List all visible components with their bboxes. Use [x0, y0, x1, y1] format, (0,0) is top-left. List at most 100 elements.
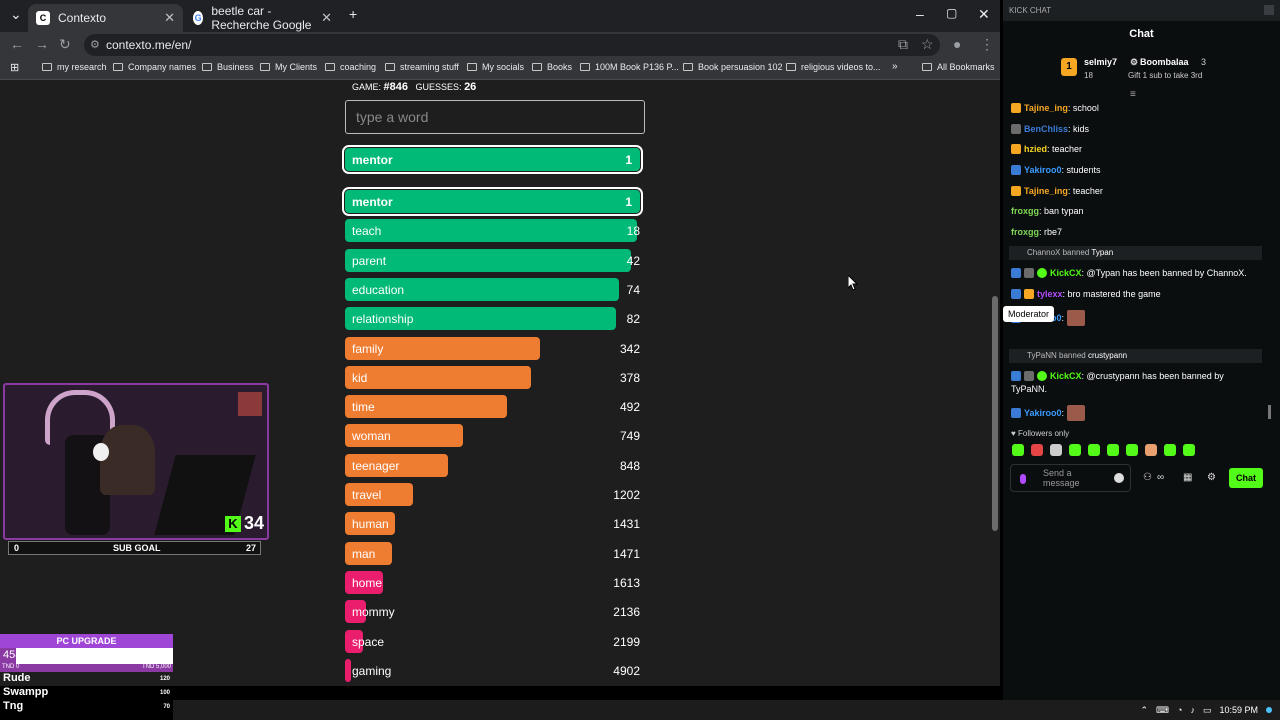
notification-icon[interactable]: [1266, 707, 1272, 713]
chat-username[interactable]: Yakiroo0: [1024, 408, 1062, 418]
bookmark-folder[interactable]: Business: [202, 62, 254, 72]
similarity-bar: [345, 629, 363, 653]
green-badge-icon: [1037, 371, 1047, 381]
emote-icon[interactable]: [1183, 444, 1195, 456]
emote-icon[interactable]: [1145, 444, 1157, 456]
guess-row: time 492: [345, 395, 640, 419]
apps-icon[interactable]: ⊞: [10, 62, 20, 74]
chat-username[interactable]: BenChliss: [1024, 124, 1069, 134]
address-bar[interactable]: ⚙ contexto.me/en/: [84, 34, 940, 56]
chat-username[interactable]: Yakiroo0: [1024, 165, 1062, 175]
bookmark-folder[interactable]: 100M Book P136 P...: [580, 62, 679, 72]
maximize-icon[interactable]: ▢: [946, 6, 958, 20]
chat-username[interactable]: froxgg: [1011, 206, 1039, 216]
collapse-icon[interactable]: ≡: [1130, 89, 1136, 100]
chat-username[interactable]: tylexx: [1037, 289, 1063, 299]
chat-leaderboard: 1 selmiy7 18 ⚙ Boombalaa 3 Gift 1 sub to…: [1058, 55, 1238, 83]
tab-contexto[interactable]: C Contexto ✕: [28, 4, 183, 32]
chat-username[interactable]: Tajine_ing: [1024, 186, 1068, 196]
emote-image: [1067, 405, 1086, 421]
volume-icon[interactable]: ♪: [1190, 705, 1195, 715]
bookmark-star-icon[interactable]: ☆: [921, 36, 934, 52]
chat-message: Tajine_ing: teacher: [1011, 186, 1103, 196]
chat-window-close-icon[interactable]: [1264, 5, 1274, 15]
bookmark-folder[interactable]: streaming stuff: [385, 62, 459, 72]
folder-icon: [786, 63, 796, 71]
folder-icon: [580, 63, 590, 71]
emote-icon[interactable]: [1107, 444, 1119, 456]
reload-icon[interactable]: ↻: [59, 36, 71, 52]
forward-icon[interactable]: →: [35, 36, 49, 52]
bookmark-folder[interactable]: my research: [42, 62, 107, 72]
chat-username[interactable]: hzied: [1024, 144, 1048, 154]
minimize-icon[interactable]: –: [916, 6, 924, 22]
top-gifter-name[interactable]: selmiy7: [1084, 57, 1118, 67]
ban-notice: ChannoX banned Typan: [1009, 246, 1262, 260]
scrollbar-thumb[interactable]: [992, 296, 998, 531]
second-gifter-name[interactable]: Boombalaa: [1140, 57, 1189, 67]
similarity-bar: [345, 483, 413, 506]
pc-upgrade-goal: PC UPGRADE 458 TND 0 TND 5,000 Rude 120 S…: [0, 634, 173, 720]
guess-word: mommy: [352, 605, 395, 620]
send-chat-button[interactable]: Chat: [1229, 468, 1263, 488]
chat-username[interactable]: Tajine_ing: [1024, 103, 1068, 113]
all-bookmarks[interactable]: All Bookmarks: [922, 62, 995, 72]
guess-rank: 1202: [613, 488, 640, 502]
emoji-icon[interactable]: [1114, 473, 1124, 483]
gift-sub-prompt[interactable]: Gift 1 sub to take 3rd: [1128, 71, 1203, 80]
users-icon[interactable]: ⚇: [1143, 472, 1152, 483]
poster: [238, 392, 262, 416]
guess-word: kid: [352, 370, 368, 385]
emote-icon[interactable]: [1088, 444, 1100, 456]
guess-row: woman 749: [345, 424, 640, 448]
battery-icon[interactable]: ▭: [1202, 704, 1212, 715]
emote-icon[interactable]: [1012, 444, 1024, 456]
chat-username[interactable]: KickCX: [1050, 371, 1082, 381]
tray-overflow-icon[interactable]: ⌃: [1140, 704, 1149, 715]
similarity-bar: [345, 512, 396, 536]
bookmark-folder[interactable]: Company names: [113, 62, 196, 72]
wifi-icon[interactable]: ◔: [1177, 705, 1183, 715]
chat-username[interactable]: froxgg: [1011, 227, 1039, 237]
bookmark-folder[interactable]: My socials: [467, 62, 524, 72]
bookmark-folder[interactable]: coaching: [325, 62, 376, 72]
bookmark-folder[interactable]: Book persuasion 102: [683, 62, 783, 72]
clock[interactable]: 10:59 PM: [1219, 705, 1258, 715]
more-bookmarks-icon[interactable]: »: [892, 61, 898, 72]
infinity-icon[interactable]: ∞: [1157, 472, 1165, 483]
back-icon[interactable]: ←: [10, 36, 24, 52]
window-close-icon[interactable]: ✕: [978, 6, 990, 22]
site-info-icon[interactable]: ⚙: [90, 39, 100, 51]
emote-icon[interactable]: [1164, 444, 1176, 456]
emote-icon[interactable]: [1050, 444, 1062, 456]
bookmark-folder[interactable]: My Clients: [260, 62, 317, 72]
install-icon[interactable]: ⧉: [898, 36, 908, 52]
folder-icon: [42, 63, 52, 71]
settings-gear-icon[interactable]: ⚙: [1207, 472, 1216, 483]
chat-username[interactable]: KickCX: [1050, 268, 1082, 278]
emote-icon[interactable]: [1031, 444, 1043, 456]
chat-input[interactable]: Send a message: [1010, 464, 1131, 492]
chat-scroll-thumb[interactable]: [1268, 405, 1271, 419]
new-tab-icon[interactable]: +: [349, 6, 358, 22]
tab-search-icon[interactable]: ⌄: [10, 6, 22, 22]
chat-scrollbar[interactable]: [1268, 100, 1271, 420]
microphone-icon[interactable]: [1020, 474, 1026, 484]
word-input[interactable]: [345, 100, 645, 134]
store-icon[interactable]: ▦: [1183, 472, 1193, 483]
chat-text: : bro mastered the game: [1062, 289, 1161, 299]
close-icon[interactable]: ✕: [164, 10, 175, 25]
profile-avatar[interactable]: ●: [953, 36, 962, 52]
chat-message: Tajine_ing: school: [1011, 103, 1099, 113]
kick-logo-icon: K: [225, 515, 241, 532]
emote-icon[interactable]: [1126, 444, 1138, 456]
menu-icon[interactable]: ⋮: [980, 36, 994, 52]
emote-icon[interactable]: [1069, 444, 1081, 456]
close-icon[interactable]: ✕: [321, 10, 332, 25]
tab-google[interactable]: G beetle car - Recherche Google ✕: [185, 4, 340, 32]
bookmark-folder[interactable]: religious videos to...: [786, 62, 881, 72]
network-icon[interactable]: ⌨: [1156, 704, 1170, 715]
chat-text: : kids: [1068, 124, 1090, 134]
page-scrollbar[interactable]: [990, 81, 1000, 686]
bookmark-folder[interactable]: Books: [532, 62, 572, 72]
